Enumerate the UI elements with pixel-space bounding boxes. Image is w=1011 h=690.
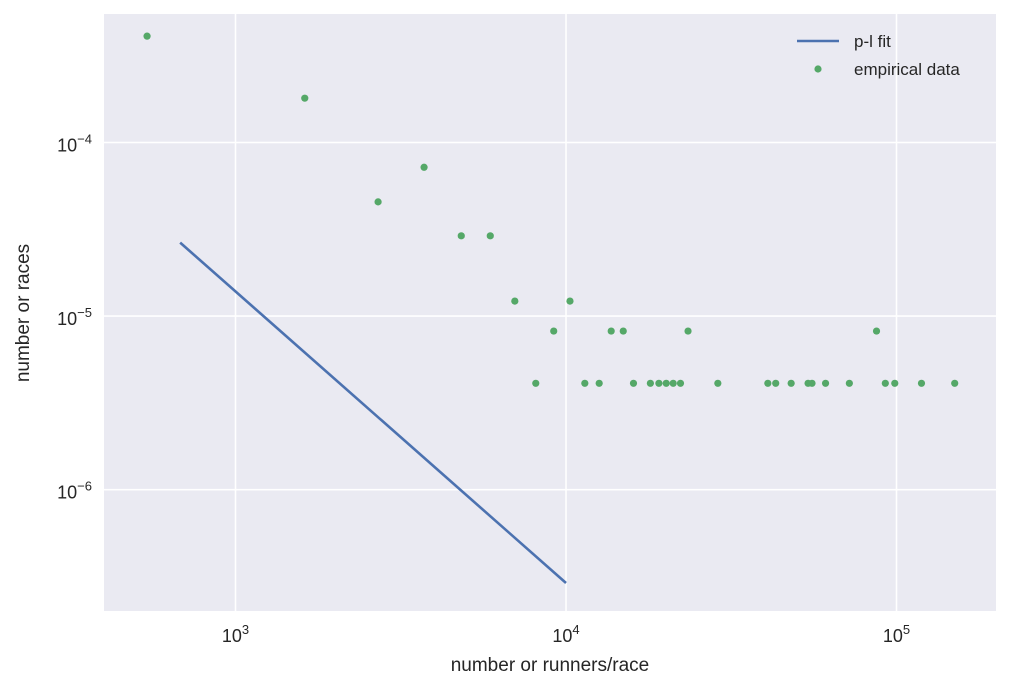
data-point [550,327,558,335]
data-point [301,94,309,102]
data-point [662,379,670,387]
data-point [821,379,830,387]
data-point [684,327,692,335]
x-tick-label: 104 [552,622,579,646]
legend-dot-swatch [814,65,822,73]
data-point [457,232,465,240]
data-point [607,327,615,335]
data-point [787,379,795,387]
data-point [714,379,722,387]
data-point [646,379,654,387]
data-point [566,297,574,305]
legend: p-l fit empirical data [797,32,960,79]
y-tick-label: 10−4 [57,132,92,156]
data-point [595,379,603,387]
data-point [581,379,589,387]
data-point [669,379,677,387]
data-point [420,163,428,171]
data-point [655,379,663,387]
legend-label-empirical: empirical data [854,60,960,79]
y-axis-label: number or races [13,244,34,382]
x-tick-label: 105 [883,622,910,646]
plot-background [104,14,996,611]
data-point [511,297,519,305]
data-point [951,379,959,387]
x-axis-label: number or runners/race [451,655,650,676]
series-layer [143,32,959,584]
y-tick-label: 10−6 [57,479,92,503]
tick-labels: 103 104 105 10−6 10−5 10−4 [57,132,910,646]
data-point [772,379,780,387]
legend-label-fit: p-l fit [854,32,891,51]
x-tick-label: 103 [222,622,249,646]
data-point [619,327,627,335]
grid [104,14,996,611]
y-tick-label: 10−5 [57,305,92,329]
data-point [845,379,853,387]
data-point [872,327,881,335]
data-point [486,232,494,240]
data-point [532,379,540,387]
data-point [808,379,816,387]
data-point [764,379,772,387]
data-point [676,379,685,387]
data-point [374,198,382,206]
fit-line [179,241,567,584]
data-point [143,32,151,40]
data-point [917,379,926,387]
data-point [891,379,899,387]
data-point [881,379,889,387]
data-point [629,379,638,387]
